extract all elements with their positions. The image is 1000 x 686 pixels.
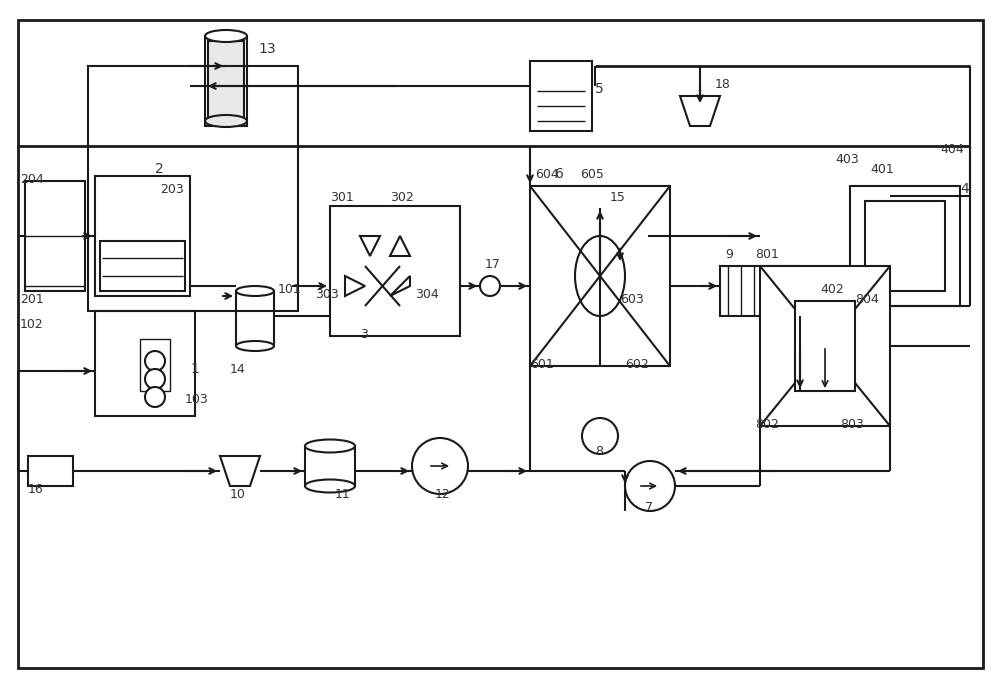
- Text: 11: 11: [335, 488, 351, 501]
- Text: 402: 402: [820, 283, 844, 296]
- Text: 203: 203: [160, 183, 184, 196]
- Circle shape: [592, 208, 648, 264]
- Ellipse shape: [236, 341, 274, 351]
- Polygon shape: [220, 456, 260, 486]
- Bar: [95, 176, 190, 296]
- Bar: [795, 301, 855, 391]
- Text: 603: 603: [620, 293, 644, 306]
- Bar: [760, 266, 890, 426]
- Text: 10: 10: [230, 488, 246, 501]
- Ellipse shape: [205, 30, 247, 42]
- Text: 14: 14: [230, 363, 246, 376]
- Bar: [100, 241, 185, 291]
- Bar: [850, 186, 960, 306]
- Text: 5: 5: [595, 82, 604, 96]
- Bar: [208, 41, 244, 121]
- Bar: [95, 311, 195, 416]
- Circle shape: [480, 276, 500, 296]
- Text: 17: 17: [485, 258, 501, 271]
- Text: 3: 3: [360, 328, 368, 341]
- Text: 12: 12: [435, 488, 451, 501]
- Ellipse shape: [205, 115, 247, 127]
- Text: 18: 18: [715, 78, 731, 91]
- Bar: [720, 266, 800, 316]
- Polygon shape: [390, 276, 410, 296]
- Circle shape: [145, 369, 165, 389]
- Text: 201: 201: [20, 293, 44, 306]
- Text: 204: 204: [20, 173, 44, 186]
- Text: 2: 2: [155, 162, 164, 176]
- Text: 101: 101: [278, 283, 302, 296]
- Ellipse shape: [305, 440, 355, 453]
- Text: 1: 1: [190, 362, 199, 376]
- Polygon shape: [360, 236, 380, 256]
- Text: 4: 4: [960, 182, 969, 196]
- Ellipse shape: [305, 480, 355, 493]
- Text: 801: 801: [755, 248, 779, 261]
- Text: 601: 601: [530, 358, 554, 371]
- Circle shape: [582, 418, 618, 454]
- Text: 303: 303: [315, 288, 339, 301]
- Polygon shape: [680, 96, 720, 126]
- Text: 16: 16: [28, 483, 44, 496]
- Text: 102: 102: [20, 318, 44, 331]
- Circle shape: [412, 438, 468, 494]
- Text: 802: 802: [755, 418, 779, 431]
- Bar: [25, 181, 85, 291]
- Text: 302: 302: [390, 191, 414, 204]
- Bar: [88, 66, 298, 311]
- Text: 7: 7: [645, 501, 653, 514]
- Text: 6: 6: [555, 167, 564, 181]
- Text: 304: 304: [415, 288, 439, 301]
- Polygon shape: [390, 236, 410, 256]
- Bar: [530, 186, 670, 366]
- Text: 15: 15: [610, 191, 626, 204]
- Text: 804: 804: [855, 293, 879, 306]
- Ellipse shape: [236, 286, 274, 296]
- Text: 13: 13: [258, 42, 276, 56]
- Text: 604: 604: [535, 168, 559, 181]
- Text: 301: 301: [330, 191, 354, 204]
- Bar: [205, 36, 247, 126]
- Text: 605: 605: [580, 168, 604, 181]
- Text: 9: 9: [725, 248, 733, 261]
- Circle shape: [145, 387, 165, 407]
- Text: 103: 103: [185, 393, 209, 406]
- Text: 602: 602: [625, 358, 649, 371]
- Text: 803: 803: [840, 418, 864, 431]
- Bar: [530, 61, 592, 131]
- Text: 401: 401: [870, 163, 894, 176]
- Circle shape: [145, 351, 165, 371]
- Bar: [330, 206, 460, 336]
- Text: 8: 8: [595, 445, 603, 458]
- Text: 403: 403: [835, 153, 859, 166]
- Bar: [28, 456, 73, 486]
- Polygon shape: [345, 276, 365, 296]
- Bar: [140, 339, 170, 391]
- Bar: [865, 201, 945, 291]
- Circle shape: [625, 461, 675, 511]
- Text: 404: 404: [940, 143, 964, 156]
